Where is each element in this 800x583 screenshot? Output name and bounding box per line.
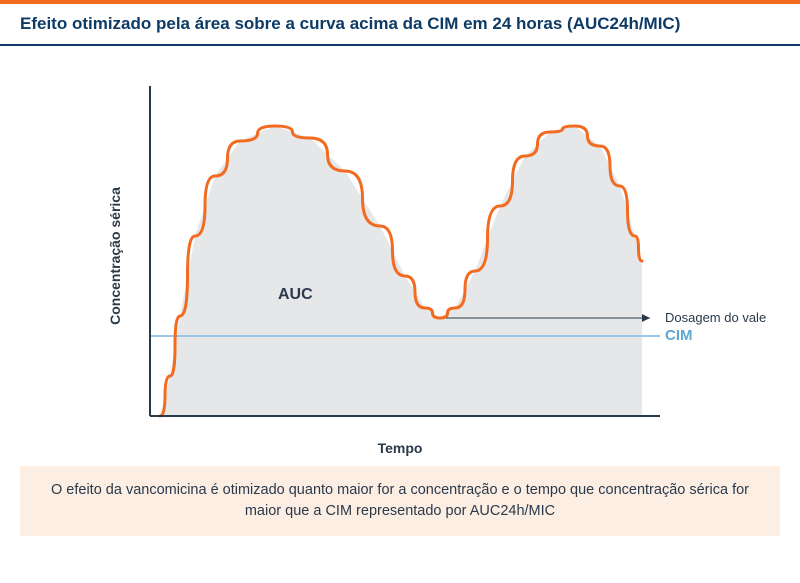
auc-label: AUC [278, 286, 313, 304]
x-axis-label: Tempo [378, 440, 423, 456]
trough-label: Dosagem do vale [665, 310, 766, 325]
figure-title: Efeito otimizado pela área sobre a curva… [20, 14, 780, 34]
footer-note: O efeito da vancomicina é otimizado quan… [20, 466, 780, 536]
cim-label: CIM [665, 327, 693, 344]
y-axis-label: Concentração sérica [107, 187, 123, 325]
figure-frame: Efeito otimizado pela área sobre a curva… [0, 0, 800, 583]
auc-fill [160, 126, 642, 416]
chart-area: Concentração sérica Tempo AUC CIM Dosage… [0, 46, 800, 466]
trough-arrow-head [642, 314, 650, 322]
title-bar: Efeito otimizado pela área sobre a curva… [0, 0, 800, 46]
